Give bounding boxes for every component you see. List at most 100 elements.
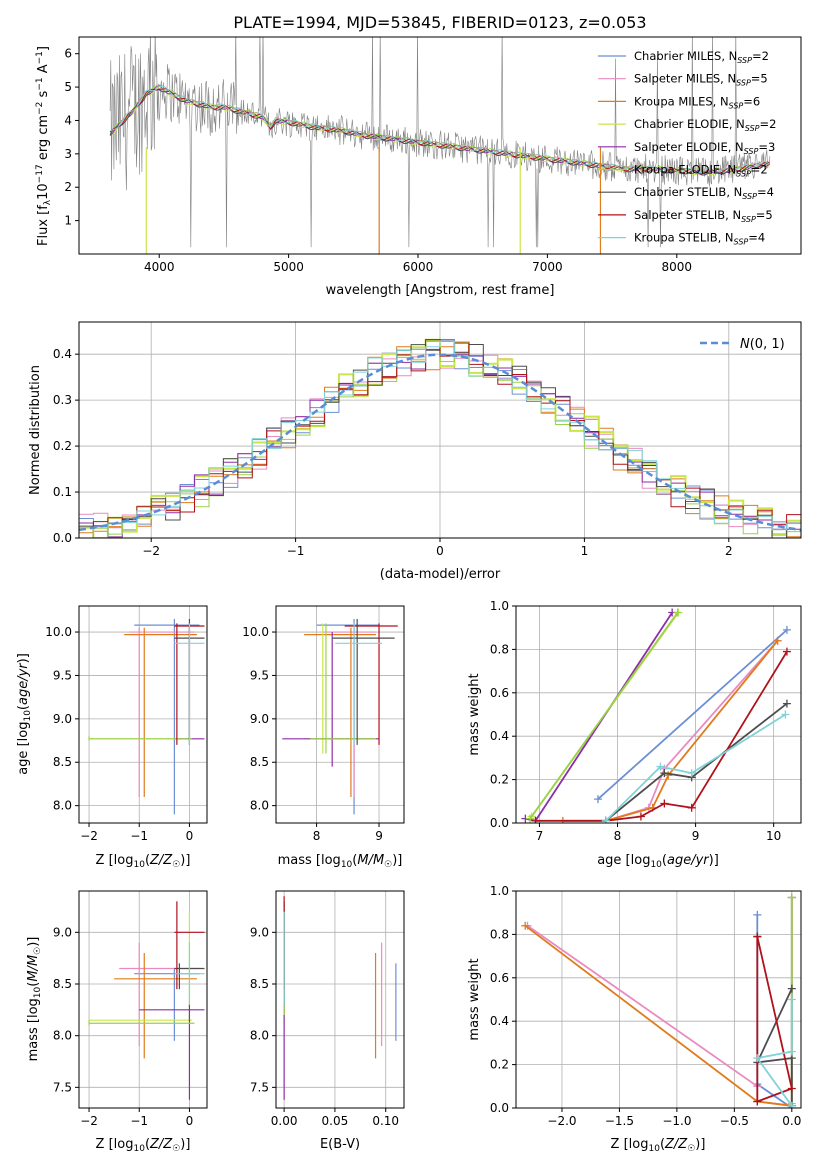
y-tick-label: 8.0 — [250, 1029, 269, 1043]
x-axis-label: Z [log10(Z/Z☉)] — [96, 1137, 191, 1154]
y-tick-label: 9.0 — [250, 712, 269, 726]
axes-frame — [515, 605, 802, 824]
y-tick-label: 8.5 — [250, 977, 269, 991]
mass-weight-line — [756, 936, 793, 1103]
data-point-marker — [782, 625, 791, 634]
legend: Chabrier MILES, NSSP=2 Salpeter MILES, NS… — [598, 49, 776, 247]
legend-entry: Kroupa MILES, NSSP=6 — [634, 94, 760, 110]
x-tick-label: −1 — [130, 1114, 148, 1128]
legend-entry: Chabrier STELIB, NSSP=4 — [634, 185, 774, 201]
data-point-marker — [787, 984, 796, 993]
x-tick-label: −2.0 — [547, 1114, 576, 1128]
mass-weight-vs-metallicity-panel: −2.0 −1.5 −1.0 −0.5 0.0 0.0 0.2 0.4 0.6 0.8 1.0 mas… — [467, 884, 802, 1154]
x-tick-label: 0.00 — [271, 1114, 298, 1128]
x-tick-label: 10 — [766, 829, 781, 843]
age-vs-mass-panel: 8 9 8.0 8.5 9.0 9.5 10.0 mass [log10(M/M☉)] — [242, 605, 405, 870]
mass-weight-line — [529, 611, 679, 820]
x-axis-label: Z [log10(Z/Z☉)] — [611, 1137, 706, 1154]
legend-entry: N(0, 1) — [740, 337, 785, 352]
y-tick-label: 0.8 — [490, 927, 509, 941]
plot-area — [521, 893, 796, 1108]
data-point-marker — [593, 795, 602, 804]
mass-vs-metallicity-panel: −2 −1 0 7.5 8.0 8.5 9.0 Z [log10(Z/Z☉)] mass [lo… — [26, 890, 208, 1154]
plot-area — [88, 619, 205, 815]
plot-area — [79, 338, 801, 538]
residual-histogram-panel: −2 −1 0 1 2 0.0 0.1 0.2 0.3 0.4 (data-model)/error… — [28, 321, 802, 582]
x-tick-label: 5000 — [273, 260, 304, 274]
x-tick-label: 7000 — [532, 260, 563, 274]
y-tick-label: 0.6 — [490, 971, 509, 985]
x-axis-label: wavelength [Angstrom, rest frame] — [326, 283, 555, 298]
plot-area — [521, 608, 791, 823]
spectrum-panel: 4000 5000 6000 7000 8000 1 2 3 4 5 6 wavelength [An… — [35, 36, 802, 298]
data-point-marker — [782, 647, 791, 656]
x-tick-label: 8000 — [662, 260, 693, 274]
y-tick-label: 0.4 — [490, 729, 509, 743]
mass-weight-vs-age-panel: 7 8 9 10 0.0 0.2 0.4 0.6 0.8 1.0 mass weight age [l… — [467, 599, 802, 870]
x-tick-label: 9 — [692, 829, 700, 843]
y-tick-label: 1.0 — [490, 884, 509, 898]
data-point-marker — [787, 1047, 796, 1056]
x-tick-label: −2 — [142, 544, 160, 558]
plot-area — [109, 37, 771, 254]
y-tick-label: 8.5 — [53, 977, 72, 991]
mass-weight-line — [605, 713, 786, 822]
x-tick-label: 7 — [536, 829, 544, 843]
mass-weight-line — [755, 988, 793, 1106]
x-tick-label: 0.05 — [322, 1114, 349, 1128]
data-point-marker — [656, 762, 665, 771]
y-axis-label: age [log10(age/yr)] — [16, 653, 33, 775]
x-tick-label: 1 — [581, 544, 589, 558]
data-point-marker — [521, 921, 530, 930]
y-tick-label: 8.0 — [53, 799, 72, 813]
model-fit-line — [109, 85, 771, 174]
x-tick-label: −1.0 — [662, 1114, 691, 1128]
model-fit-line — [109, 88, 770, 176]
y-tick-label: 3 — [64, 147, 72, 161]
x-tick-label: 6000 — [403, 260, 434, 274]
y-tick-label: 8.5 — [250, 755, 269, 769]
y-tick-label: 1.0 — [490, 599, 509, 613]
y-tick-label: 0.0 — [490, 816, 509, 830]
data-point-marker — [753, 1054, 762, 1063]
y-axis-label: mass weight — [467, 673, 482, 755]
y-tick-label: 0.6 — [490, 686, 509, 700]
mass-weight-line — [597, 629, 788, 800]
y-tick-label: 0.0 — [490, 1101, 509, 1115]
plot-area — [282, 619, 398, 815]
axes-frame — [78, 890, 208, 1109]
y-tick-label: 5 — [64, 80, 72, 94]
y-tick-label: 4 — [64, 113, 72, 127]
legend-entry: Salpeter ELODIE, NSSP=3 — [634, 140, 775, 156]
mass-weight-line — [535, 651, 788, 822]
y-tick-label: 2 — [64, 180, 72, 194]
y-tick-label: 6 — [64, 47, 72, 61]
x-tick-label: −1 — [287, 544, 305, 558]
plot-area — [88, 901, 205, 1100]
axes-frame — [78, 605, 208, 824]
y-axis-label: mass weight — [467, 958, 482, 1040]
histogram-step — [79, 339, 801, 538]
data-point-marker — [787, 1101, 796, 1108]
y-tick-label: 0.8 — [490, 642, 509, 656]
y-tick-label: 8.0 — [53, 1029, 72, 1043]
data-point-marker — [787, 893, 796, 902]
x-axis-label: (data-model)/error — [380, 567, 501, 582]
y-tick-label: 0.4 — [53, 347, 72, 361]
legend-entry: Salpeter STELIB, NSSP=5 — [634, 208, 773, 224]
axes-frame — [78, 36, 802, 255]
y-axis-label: Flux [fλ10−17 erg cm−2 s−1 A−1] — [35, 46, 53, 246]
mass-weight-line — [526, 924, 792, 1107]
data-point-marker — [787, 1084, 796, 1093]
data-point-marker — [687, 769, 696, 778]
x-axis-label: Z [log10(Z/Z☉)] — [96, 853, 191, 870]
y-tick-label: 0.1 — [53, 485, 72, 499]
y-tick-label: 8.0 — [250, 799, 269, 813]
data-point-marker — [636, 812, 645, 821]
plot-area — [283, 896, 397, 1100]
y-tick-label: 9.5 — [53, 668, 72, 682]
mass-weight-line — [755, 999, 793, 1107]
y-tick-label: 9.0 — [250, 925, 269, 939]
x-tick-label: −0.5 — [720, 1114, 749, 1128]
data-point-marker — [773, 636, 782, 645]
